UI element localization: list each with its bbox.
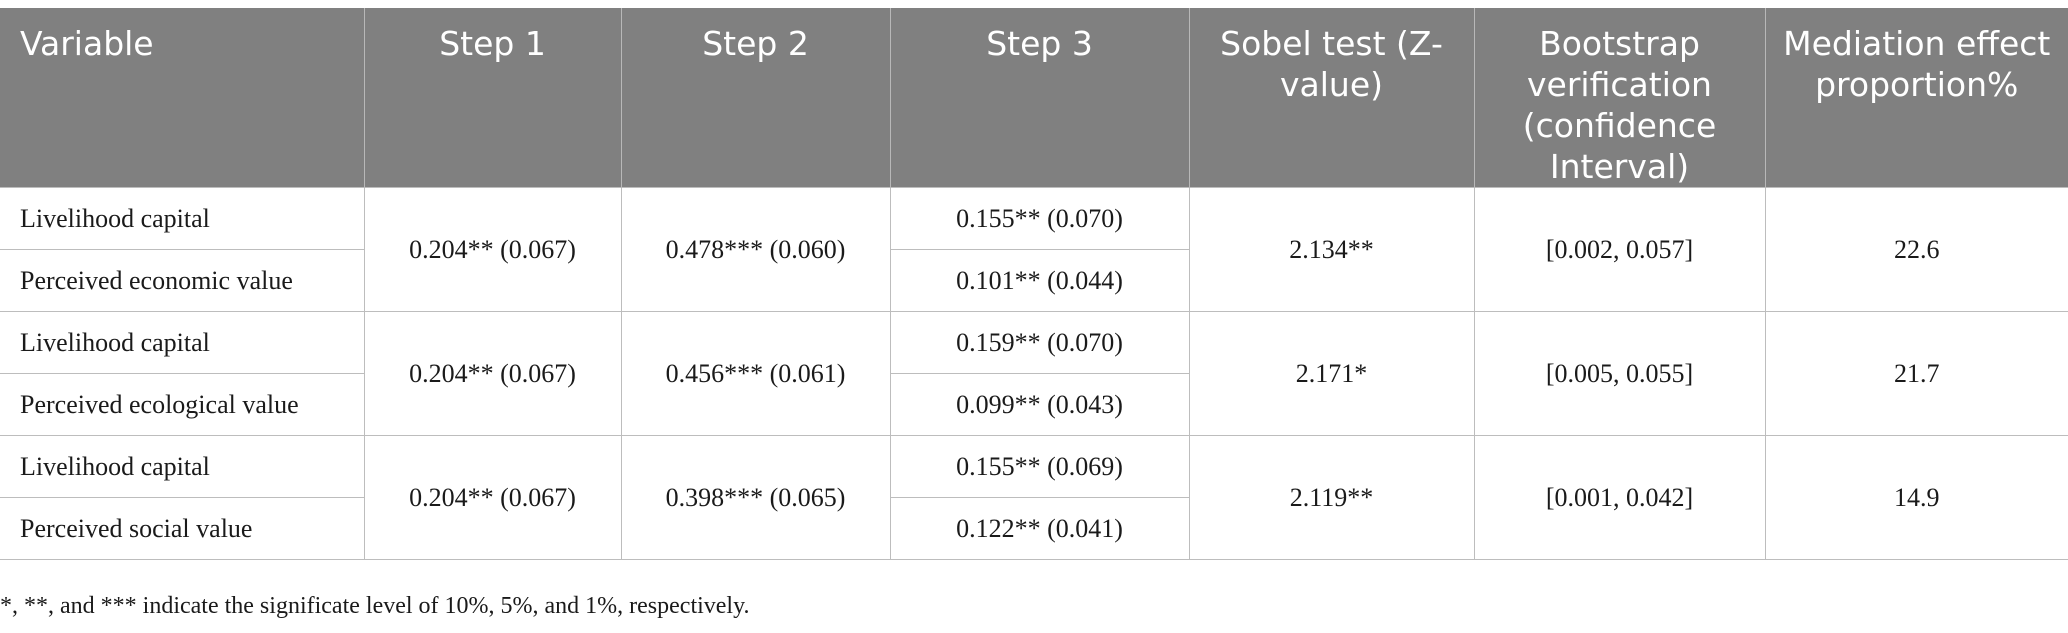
step3-cell: 0.122** (0.041) (889, 497, 1190, 560)
step3-cell: 0.159** (0.070) (889, 311, 1190, 374)
variable-cell: Livelihood capital (0, 311, 365, 374)
table-row: Perceived economic value 0.101** (0.044) (0, 249, 2068, 312)
step3-cell: 0.155** (0.070) (889, 187, 1190, 250)
header-step3: Step 3 (889, 8, 1189, 188)
header-mediation-proportion: Mediation effect proportion% (1764, 8, 2068, 188)
step3-cell: 0.155** (0.069) (889, 435, 1190, 498)
variable-cell: Livelihood capital (0, 187, 365, 250)
step1-cell: 0.204** (0.067) (363, 187, 622, 312)
mediation-effect-table: Variable Step 1 Step 2 Step 3 Sobel test… (0, 8, 2068, 560)
step2-cell: 0.478*** (0.060) (620, 187, 891, 312)
header-step2: Step 2 (620, 8, 890, 188)
variable-cell: Perceived ecological value (0, 373, 365, 436)
table-body: Livelihood capital 0.204** (0.067) 0.478… (0, 187, 2068, 560)
bootstrap-cell: [0.002, 0.057] (1473, 187, 1766, 312)
table-row: Perceived social value 0.122** (0.041) (0, 497, 2068, 560)
step3-cell: 0.101** (0.044) (889, 249, 1190, 312)
table-footnote: *, **, and *** indicate the significate … (0, 593, 750, 619)
header-variable: Variable (0, 8, 364, 188)
step2-cell: 0.456*** (0.061) (620, 311, 891, 436)
variable-cell: Perceived economic value (0, 249, 365, 312)
header-step1: Step 1 (363, 8, 621, 188)
header-bootstrap-verification: Bootstrap verification (confidence Inter… (1473, 8, 1765, 188)
variable-cell: Livelihood capital (0, 435, 365, 498)
bootstrap-cell: [0.001, 0.042] (1473, 435, 1766, 560)
table-header: Variable Step 1 Step 2 Step 3 Sobel test… (0, 8, 2068, 188)
header-sobel-test: Sobel test (Z-value) (1188, 8, 1474, 188)
table-row: Livelihood capital 0.204** (0.067) 0.478… (0, 187, 2068, 312)
mediation-cell: 21.7 (1764, 311, 2068, 436)
mediation-cell: 22.6 (1764, 187, 2068, 312)
step1-cell: 0.204** (0.067) (363, 311, 622, 436)
mediation-cell: 14.9 (1764, 435, 2068, 560)
mediation-table-container: Variable Step 1 Step 2 Step 3 Sobel test… (0, 8, 2068, 560)
step1-cell: 0.204** (0.067) (363, 435, 622, 560)
header-row: Variable Step 1 Step 2 Step 3 Sobel test… (0, 8, 2068, 188)
table-row: Perceived ecological value 0.099** (0.04… (0, 373, 2068, 436)
sobel-cell: 2.134** (1188, 187, 1475, 312)
step2-cell: 0.398*** (0.065) (620, 435, 891, 560)
table-row: Livelihood capital 0.204** (0.067) 0.456… (0, 311, 2068, 436)
sobel-cell: 2.119** (1188, 435, 1475, 560)
step3-cell: 0.099** (0.043) (889, 373, 1190, 436)
variable-cell: Perceived social value (0, 497, 365, 560)
table-row: Livelihood capital 0.204** (0.067) 0.398… (0, 435, 2068, 560)
bootstrap-cell: [0.005, 0.055] (1473, 311, 1766, 436)
sobel-cell: 2.171* (1188, 311, 1475, 436)
